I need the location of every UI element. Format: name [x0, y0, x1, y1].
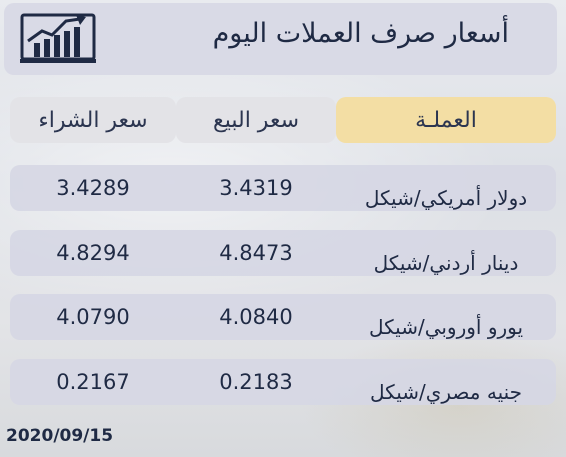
- row-background: [10, 294, 556, 340]
- page-title: أسعار صرف العملات اليوم: [212, 18, 509, 49]
- table-row: 0.2167 0.2183 جنيه مصري/شيكل: [10, 359, 556, 405]
- sell-rate: 0.2183: [219, 370, 293, 394]
- header-buy: سعر الشراء: [10, 97, 176, 143]
- buy-rate: 4.0790: [56, 305, 130, 329]
- sell-rate: 4.8473: [219, 241, 293, 265]
- header-currency: العملـة: [336, 97, 556, 143]
- currency-name: يورو أوروبي/شيكل: [368, 315, 524, 339]
- title-banner: أسعار صرف العملات اليوم: [4, 3, 557, 75]
- buy-rate: 3.4289: [56, 176, 130, 200]
- buy-rate: 0.2167: [56, 370, 130, 394]
- table-header: سعر الشراء سعر البيع العملـة: [10, 97, 556, 143]
- row-background: [10, 359, 556, 405]
- currency-name: دولار أمريكي/شيكل: [364, 186, 528, 210]
- buy-rate: 4.8294: [56, 241, 130, 265]
- date-label: 2020/09/15: [6, 426, 114, 446]
- chart-icon: [20, 13, 96, 63]
- sell-rate: 3.4319: [219, 176, 293, 200]
- table-row: 4.0790 4.0840 يورو أوروبي/شيكل: [10, 294, 556, 340]
- table-row: 3.4289 3.4319 دولار أمريكي/شيكل: [10, 165, 556, 211]
- row-background: [10, 165, 556, 211]
- currency-name: دينار أردني/شيكل: [373, 251, 519, 275]
- currency-name: جنيه مصري/شيكل: [370, 380, 522, 404]
- row-background: [10, 230, 556, 276]
- header-sell: سعر البيع: [176, 97, 336, 143]
- sell-rate: 4.0840: [219, 305, 293, 329]
- table-row: 4.8294 4.8473 دينار أردني/شيكل: [10, 230, 556, 276]
